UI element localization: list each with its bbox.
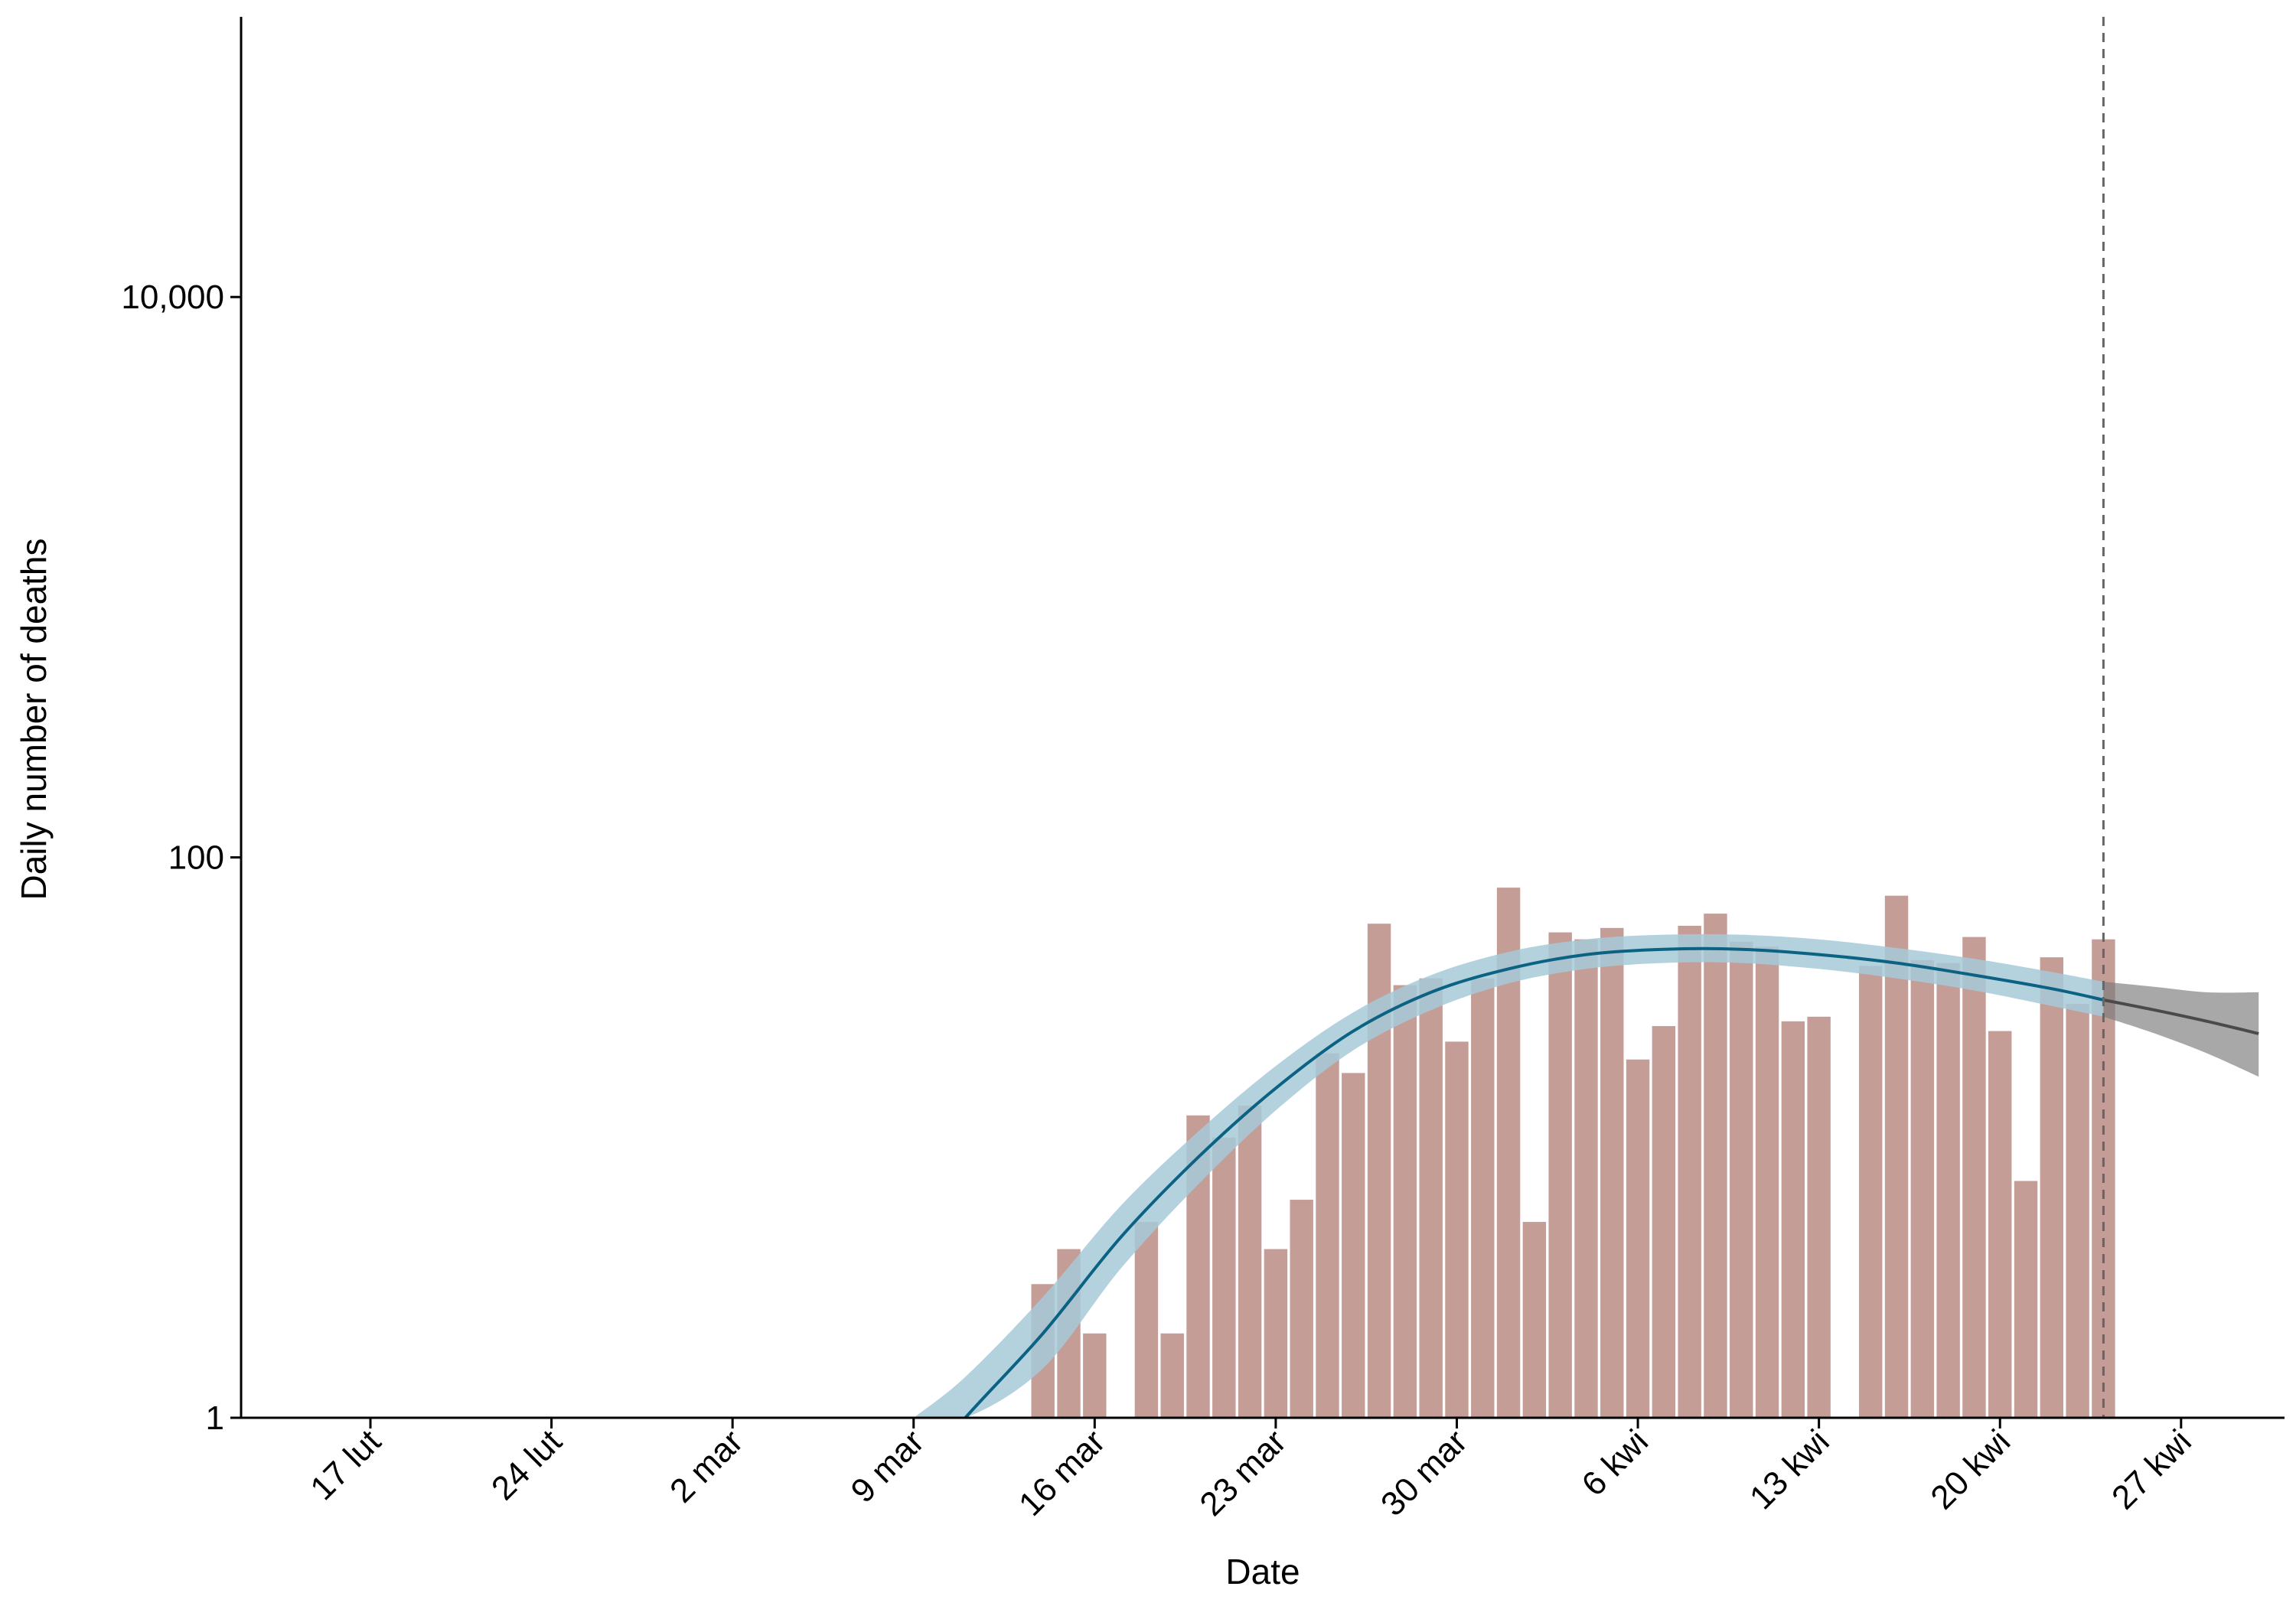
y-tick-label-0: 1 [206,1399,224,1437]
bar-2020-04-20 [1988,1031,2012,1418]
y-axis-title: Daily number of deaths [14,538,54,900]
x-tick-label-9: 20 kwi [1923,1422,2017,1516]
fit-layer [913,17,2259,1418]
y-tick-label-2: 10,000 [121,279,224,316]
bar-2020-04-17 [1910,959,1935,1418]
x-tick-label-7: 6 kwi [1575,1422,1656,1503]
axes-layer [240,17,2285,1419]
bar-2020-04-02 [1522,1222,1547,1418]
bar-2020-04-12 [1781,1021,1805,1418]
bar-2020-04-23 [2066,1004,2089,1418]
bar-2020-04-07 [1652,1026,1676,1418]
bar-2020-04-21 [2014,1181,2038,1418]
x-tick-label-2: 2 mar [663,1422,750,1510]
bar-2020-03-31 [1471,978,1495,1418]
bar-2020-03-28 [1393,985,1417,1418]
bar-2020-03-18 [1134,1222,1159,1418]
bar-2020-03-22 [1238,1106,1262,1418]
bar-2020-03-19 [1160,1333,1184,1418]
bar-2020-04-11 [1755,946,1779,1418]
bar-2020-04-03 [1548,932,1572,1418]
bar-2020-04-15 [1859,966,1883,1418]
bar-2020-03-23 [1264,1249,1288,1418]
x-tick-label-3: 9 mar [844,1422,931,1510]
fit-band [913,933,2104,1418]
bar-2020-04-06 [1626,1059,1650,1418]
bar-2020-04-18 [1936,963,1960,1418]
fit-line [963,946,2104,1418]
bar-2020-04-19 [1962,937,1986,1418]
bar-2020-04-05 [1600,927,1624,1418]
bar-2020-03-25 [1316,1053,1339,1418]
x-tick-label-5: 23 mar [1192,1422,1293,1523]
bar-2020-04-13 [1807,1016,1831,1418]
bar-2020-04-04 [1574,939,1598,1418]
bar-2020-03-30 [1445,1041,1469,1418]
x-tick-label-6: 30 mar [1374,1422,1474,1523]
x-tick-label-4: 16 mar [1012,1422,1112,1523]
bar-2020-04-10 [1730,941,1753,1418]
bar-2020-03-16 [1083,1333,1107,1418]
bar-2020-03-21 [1212,1137,1236,1418]
bar-2020-04-09 [1704,914,1727,1418]
x-axis-title: Date [1225,1552,1300,1591]
bar-2020-03-26 [1342,1073,1365,1418]
bar-2020-03-24 [1290,1200,1313,1418]
forecast-band [2103,982,2259,1077]
x-tick-label-8: 13 kwi [1743,1422,1837,1516]
y-tick-label-1: 100 [168,839,224,877]
bar-2020-04-16 [1884,895,1909,1418]
forecast-line [2103,998,2259,1035]
bar-2020-03-29 [1419,978,1443,1418]
bar-2020-04-22 [2040,957,2064,1418]
x-tick-label-10: 27 kwi [2105,1422,2199,1516]
bar-2020-04-08 [1678,925,1701,1418]
x-tick-label-1: 24 lut [484,1422,569,1507]
x-tick-label-0: 17 lut [303,1422,388,1507]
